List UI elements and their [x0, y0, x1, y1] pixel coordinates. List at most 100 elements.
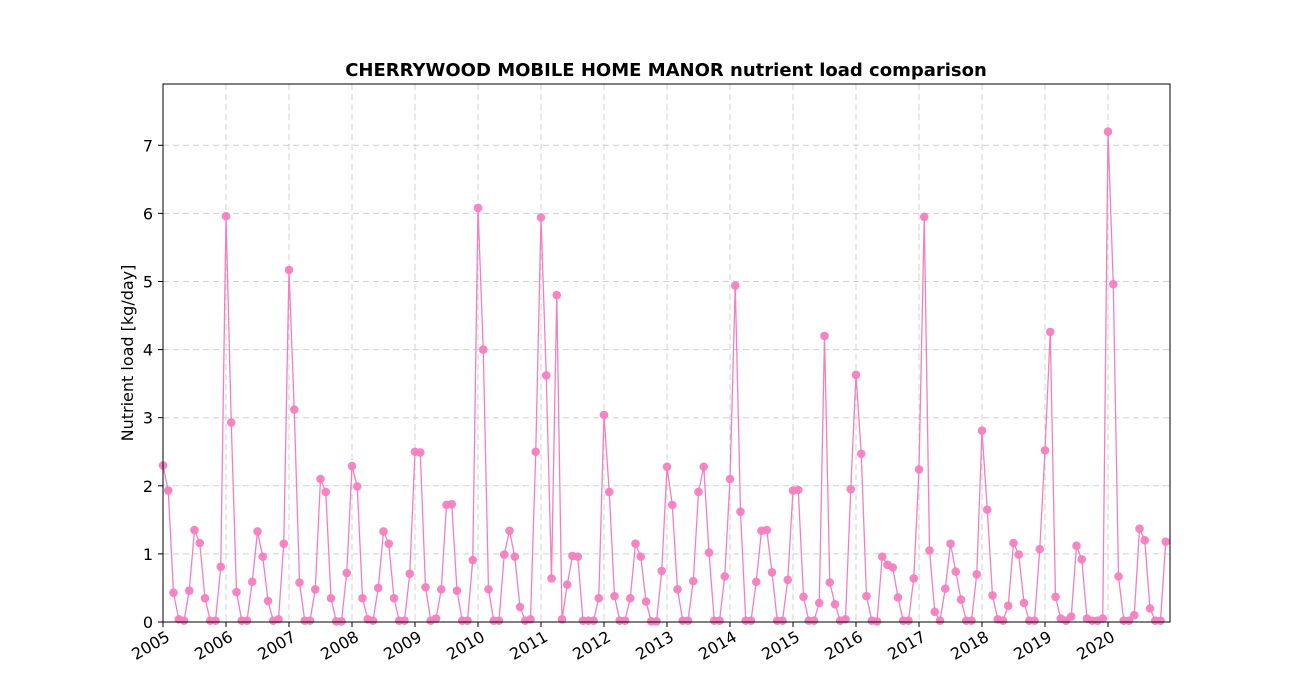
x-tick-label: 2007 [254, 627, 299, 664]
data-point [379, 527, 388, 536]
data-point [536, 213, 546, 222]
data-point [415, 448, 425, 457]
data-point [1114, 572, 1123, 581]
x-tick-label: 2015 [758, 627, 803, 664]
data-point [373, 583, 383, 593]
data-point [977, 426, 987, 435]
data-point [1040, 446, 1050, 455]
data-point [421, 582, 430, 592]
data-point [1003, 601, 1013, 610]
data-point [972, 570, 982, 579]
data-point [872, 617, 882, 626]
data-point [169, 588, 178, 598]
data-point [1140, 535, 1150, 545]
data-point [783, 575, 793, 585]
data-point [809, 616, 819, 625]
data-point [610, 591, 619, 601]
data-point [841, 614, 850, 624]
data-point [515, 602, 525, 612]
data-point [1145, 604, 1155, 613]
data-point [274, 614, 283, 624]
data-point [625, 593, 635, 603]
data-point [1035, 544, 1045, 554]
series-line [162, 131, 1167, 623]
data-point [930, 607, 940, 617]
data-point [289, 405, 299, 414]
data-point [925, 546, 934, 555]
data-point [631, 539, 640, 548]
x-tick-label: 2020 [1073, 627, 1118, 664]
data-point [552, 290, 562, 300]
data-point [368, 616, 378, 625]
data-point [736, 507, 745, 516]
data-point [799, 592, 808, 602]
data-point [478, 345, 488, 354]
data-point [793, 485, 803, 495]
data-point [914, 465, 924, 474]
chart-title: CHERRYWOOD MOBILE HOME MANOR nutrient lo… [345, 60, 987, 81]
data-point [620, 616, 630, 625]
data-point [935, 616, 945, 625]
data-point [998, 616, 1008, 625]
data-point [856, 449, 866, 459]
data-point [326, 593, 336, 603]
y-tick-label: 0 [143, 613, 153, 632]
data-point [751, 577, 761, 587]
x-tick-label: 2006 [191, 627, 236, 664]
data-point [662, 462, 672, 472]
data-point [988, 591, 997, 600]
x-tick-label: 2014 [695, 627, 740, 664]
data-point [982, 505, 992, 514]
data-point [562, 580, 572, 589]
data-point [956, 595, 966, 604]
data-point [730, 281, 740, 290]
data-point [263, 596, 273, 606]
data-point [1019, 598, 1029, 608]
data-point [573, 552, 583, 561]
x-tick-label: 2008 [317, 627, 362, 664]
data-point [389, 593, 399, 603]
data-point [484, 585, 493, 594]
data-point [893, 593, 903, 602]
data-point [557, 614, 567, 624]
data-point [904, 616, 913, 625]
data-point [310, 585, 320, 594]
data-point [531, 447, 541, 457]
data-point [683, 616, 693, 625]
y-tick-label: 5 [143, 272, 153, 291]
grid [163, 84, 1170, 622]
y-tick-label: 6 [143, 204, 153, 223]
data-point [1077, 555, 1087, 564]
data-point [1066, 612, 1076, 621]
data-point [431, 614, 441, 623]
data-point [284, 265, 294, 275]
data-point [1014, 550, 1024, 559]
data-point [778, 616, 787, 625]
data-point [940, 584, 950, 593]
data-point [657, 566, 667, 576]
data-point [358, 593, 367, 603]
data-point [1129, 610, 1139, 620]
x-tick-label: 2013 [632, 627, 677, 664]
data-point [200, 593, 210, 603]
data-point [211, 616, 220, 625]
data-point [767, 567, 777, 577]
data-point [1045, 327, 1055, 337]
data-point [825, 578, 835, 587]
data-point [636, 552, 646, 561]
data-point [321, 487, 331, 497]
data-point [746, 616, 756, 625]
x-tick-label: 2017 [884, 627, 929, 664]
data-point [1009, 538, 1018, 548]
x-tick-label: 2005 [128, 627, 173, 664]
data-point [547, 574, 556, 583]
data-point [179, 616, 189, 625]
data-point [405, 569, 415, 578]
data-point [762, 525, 772, 535]
data-point [190, 525, 199, 535]
data-point [851, 370, 861, 380]
data-point [1161, 537, 1171, 546]
data-point [305, 616, 315, 625]
data-point [436, 585, 446, 594]
data-point [694, 487, 703, 497]
